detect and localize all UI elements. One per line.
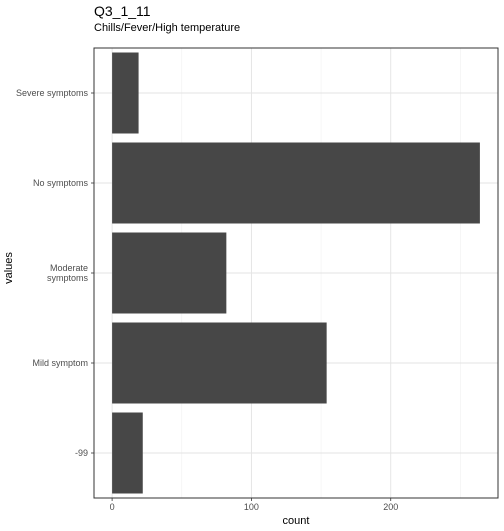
y-tick-label: Moderate — [50, 263, 88, 273]
plot-area: Severe symptoms No symptoms Moderatesympto… — [16, 47, 499, 512]
bar-mild-symptom — [112, 322, 327, 404]
y-tick-label: Mild symptom — [32, 358, 88, 368]
y-tick-label: No symptoms — [33, 178, 89, 188]
chart-subtitle: Chills/Fever/High temperature — [94, 22, 240, 34]
bar--99 — [112, 412, 143, 494]
y-axis-label: values — [3, 252, 15, 284]
x-axis-label: count — [283, 515, 310, 527]
chart-title: Q3_1_11 — [94, 3, 151, 19]
y-tick-label: symptoms — [47, 273, 89, 283]
x-tick-label: 100 — [244, 502, 259, 512]
x-tick-label: 0 — [110, 502, 115, 512]
bar-moderate-symptoms — [112, 232, 227, 314]
bar-severe-symptoms — [112, 52, 139, 134]
y-tick-label: Severe symptoms — [16, 88, 89, 98]
y-tick-label: -99 — [75, 448, 88, 458]
bar-no-symptoms — [112, 142, 480, 224]
x-tick-label: 200 — [383, 502, 398, 512]
